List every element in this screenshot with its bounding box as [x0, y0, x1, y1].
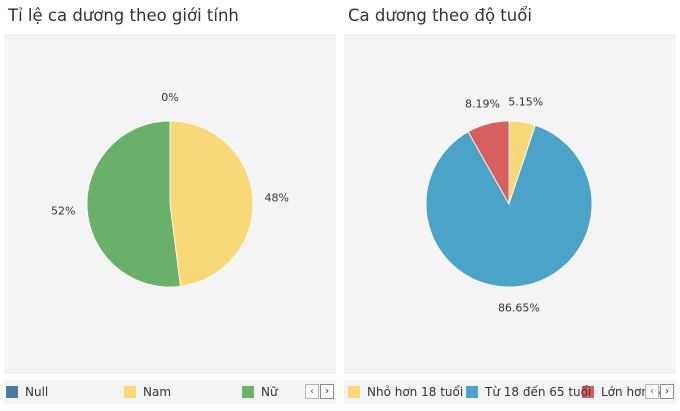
age-chart-title: Ca dương theo độ tuổi [348, 6, 532, 25]
gender-pie-svg: 0% 48% 52% [51, 91, 289, 288]
legend-item-nam[interactable]: Nam [124, 384, 171, 400]
slice-label-tu-18-den-65-tuoi: 86.65% [498, 302, 540, 315]
slice-label-lon-hon-65-tuoi: 8.19% [465, 97, 500, 110]
legend-label: Null [25, 385, 49, 399]
gender-pie-chart-area[interactable]: 0% 48% 52% [4, 34, 336, 374]
legend-prev-button[interactable]: ‹ [645, 384, 659, 399]
pie-slice-nu[interactable] [86, 120, 181, 288]
slice-label-nam: 48% [265, 191, 289, 204]
slice-label-null: 0% [161, 91, 178, 104]
legend-swatch [6, 386, 18, 398]
slice-label-nho-hon-18-tuoi: 5.15% [508, 95, 543, 108]
legend-swatch [124, 386, 136, 398]
legend-next-button[interactable]: › [320, 384, 334, 399]
legend-label: Từ 18 đến 65 tuổi [485, 385, 592, 399]
age-pie-svg: 5.15% 86.65% 8.19% [425, 95, 593, 315]
legend-swatch [348, 386, 360, 398]
age-pie-chart-area[interactable]: 5.15% 86.65% 8.19% [344, 34, 676, 374]
age-legend-scroll: ‹ › [645, 384, 674, 399]
pie-slice-lon-hon-65-tuoi[interactable] [467, 120, 510, 206]
slice-label-nu: 52% [51, 205, 75, 218]
legend-label: Nhỏ hơn 18 tuổi [367, 385, 464, 399]
gender-legend: Nữ Nam Null ‹ › [4, 380, 336, 404]
legend-item-null[interactable]: Null [6, 384, 48, 400]
legend-label: Nữ [261, 385, 278, 399]
gender-chart-title: Tỉ lệ ca dương theo giới tính [8, 6, 239, 25]
legend-item-nu[interactable]: Nữ [242, 384, 278, 400]
legend-swatch [466, 386, 478, 398]
pie-slice-nam[interactable] [169, 120, 254, 287]
legend-prev-button[interactable]: ‹ [305, 384, 319, 399]
legend-swatch [582, 386, 594, 398]
legend-swatch [242, 386, 254, 398]
legend-item-nho-hon-18-tuoi[interactable]: Nhỏ hơn 18 tuổi [348, 384, 463, 400]
pie-slice-tu-18-den-65-tuoi[interactable] [425, 124, 593, 288]
legend-next-button[interactable]: › [660, 384, 674, 399]
age-legend: Lớn hơn 6 Từ 18 đến 65 tuổi Nhỏ hơn 18 tuổ… [344, 380, 676, 404]
legend-item-tu-18-den-65-tuoi[interactable]: Từ 18 đến 65 tuổi [466, 384, 591, 400]
gender-legend-scroll: ‹ › [305, 384, 334, 399]
legend-label: Nam [143, 385, 172, 399]
